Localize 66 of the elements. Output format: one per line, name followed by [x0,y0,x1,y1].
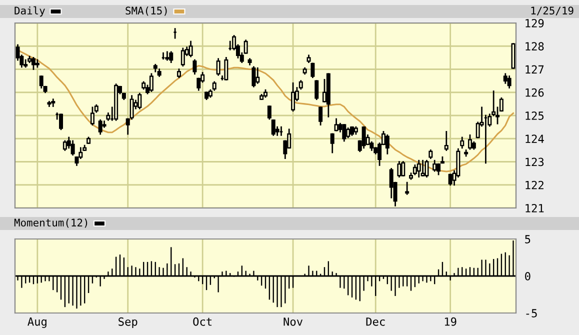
candlestick [389,168,394,198]
candlestick [342,124,346,142]
y-tick-label: 122 [526,180,544,190]
candlestick [51,98,56,107]
x-tick-label: Oct [193,317,212,326]
candlestick [346,128,350,138]
candlestick [314,80,319,100]
y-tick-label: 121 [526,204,544,212]
candlestick [334,118,338,132]
candlestick [420,160,425,176]
candlestick [138,92,142,110]
y-tick-label: 0 [525,272,530,280]
candlestick [98,119,102,135]
y-tick-label: 129 [526,19,544,28]
y-tick-label: 127 [526,65,544,74]
candlestick [169,51,174,64]
y-tick-label: 126 [526,88,544,97]
candlestick [436,163,441,176]
candlestick [362,126,366,149]
x-tick-label: Nov [284,318,303,326]
y-tick-label: -5 [526,309,537,318]
candlestick [39,75,44,88]
candlestick [180,48,185,66]
candlestick [291,82,296,112]
y-tick-label: 128 [526,42,544,51]
candlestick [424,160,429,178]
candlestick [62,140,67,151]
y-tick-label: 125 [526,112,544,120]
candlestick [149,73,154,92]
candlestick [90,106,94,126]
candlestick [192,59,197,75]
candlestick [401,161,406,176]
candlestick [397,161,402,178]
candlestick [271,119,276,136]
candlestick [70,140,75,156]
x-tick-label: Sep [118,317,138,328]
y-tick-label: 124 [526,134,544,143]
x-tick-label: 19 [444,317,456,326]
candlestick [460,136,464,149]
y-tick-label: 5 [525,235,530,244]
candlestick [188,40,193,58]
candlestick [507,75,512,88]
candlestick [224,56,228,80]
candlestick [448,174,452,186]
candlestick [416,160,421,178]
y-tick-label: 123 [526,158,544,166]
candlestick [405,182,410,195]
candlestick [468,134,472,150]
legend-label: Daily [14,6,45,17]
candlestick [256,67,260,84]
candlestick [444,130,448,151]
candlestick [31,56,36,70]
candlestick [318,106,323,126]
candlestick [252,66,256,88]
x-tick-label: Dec [366,318,385,326]
text: 1/25/19 [531,6,574,16]
legend-label: Momentum(12) [14,218,88,228]
candlestick [385,134,390,154]
legend-label: SMA(15) [126,6,167,16]
candlestick [59,114,64,130]
candlestick [165,51,170,61]
candlestick [216,58,220,76]
x-tick-label: Aug [28,317,46,328]
candlestick [432,160,437,172]
candlestick [330,133,334,154]
candlestick [267,106,272,120]
